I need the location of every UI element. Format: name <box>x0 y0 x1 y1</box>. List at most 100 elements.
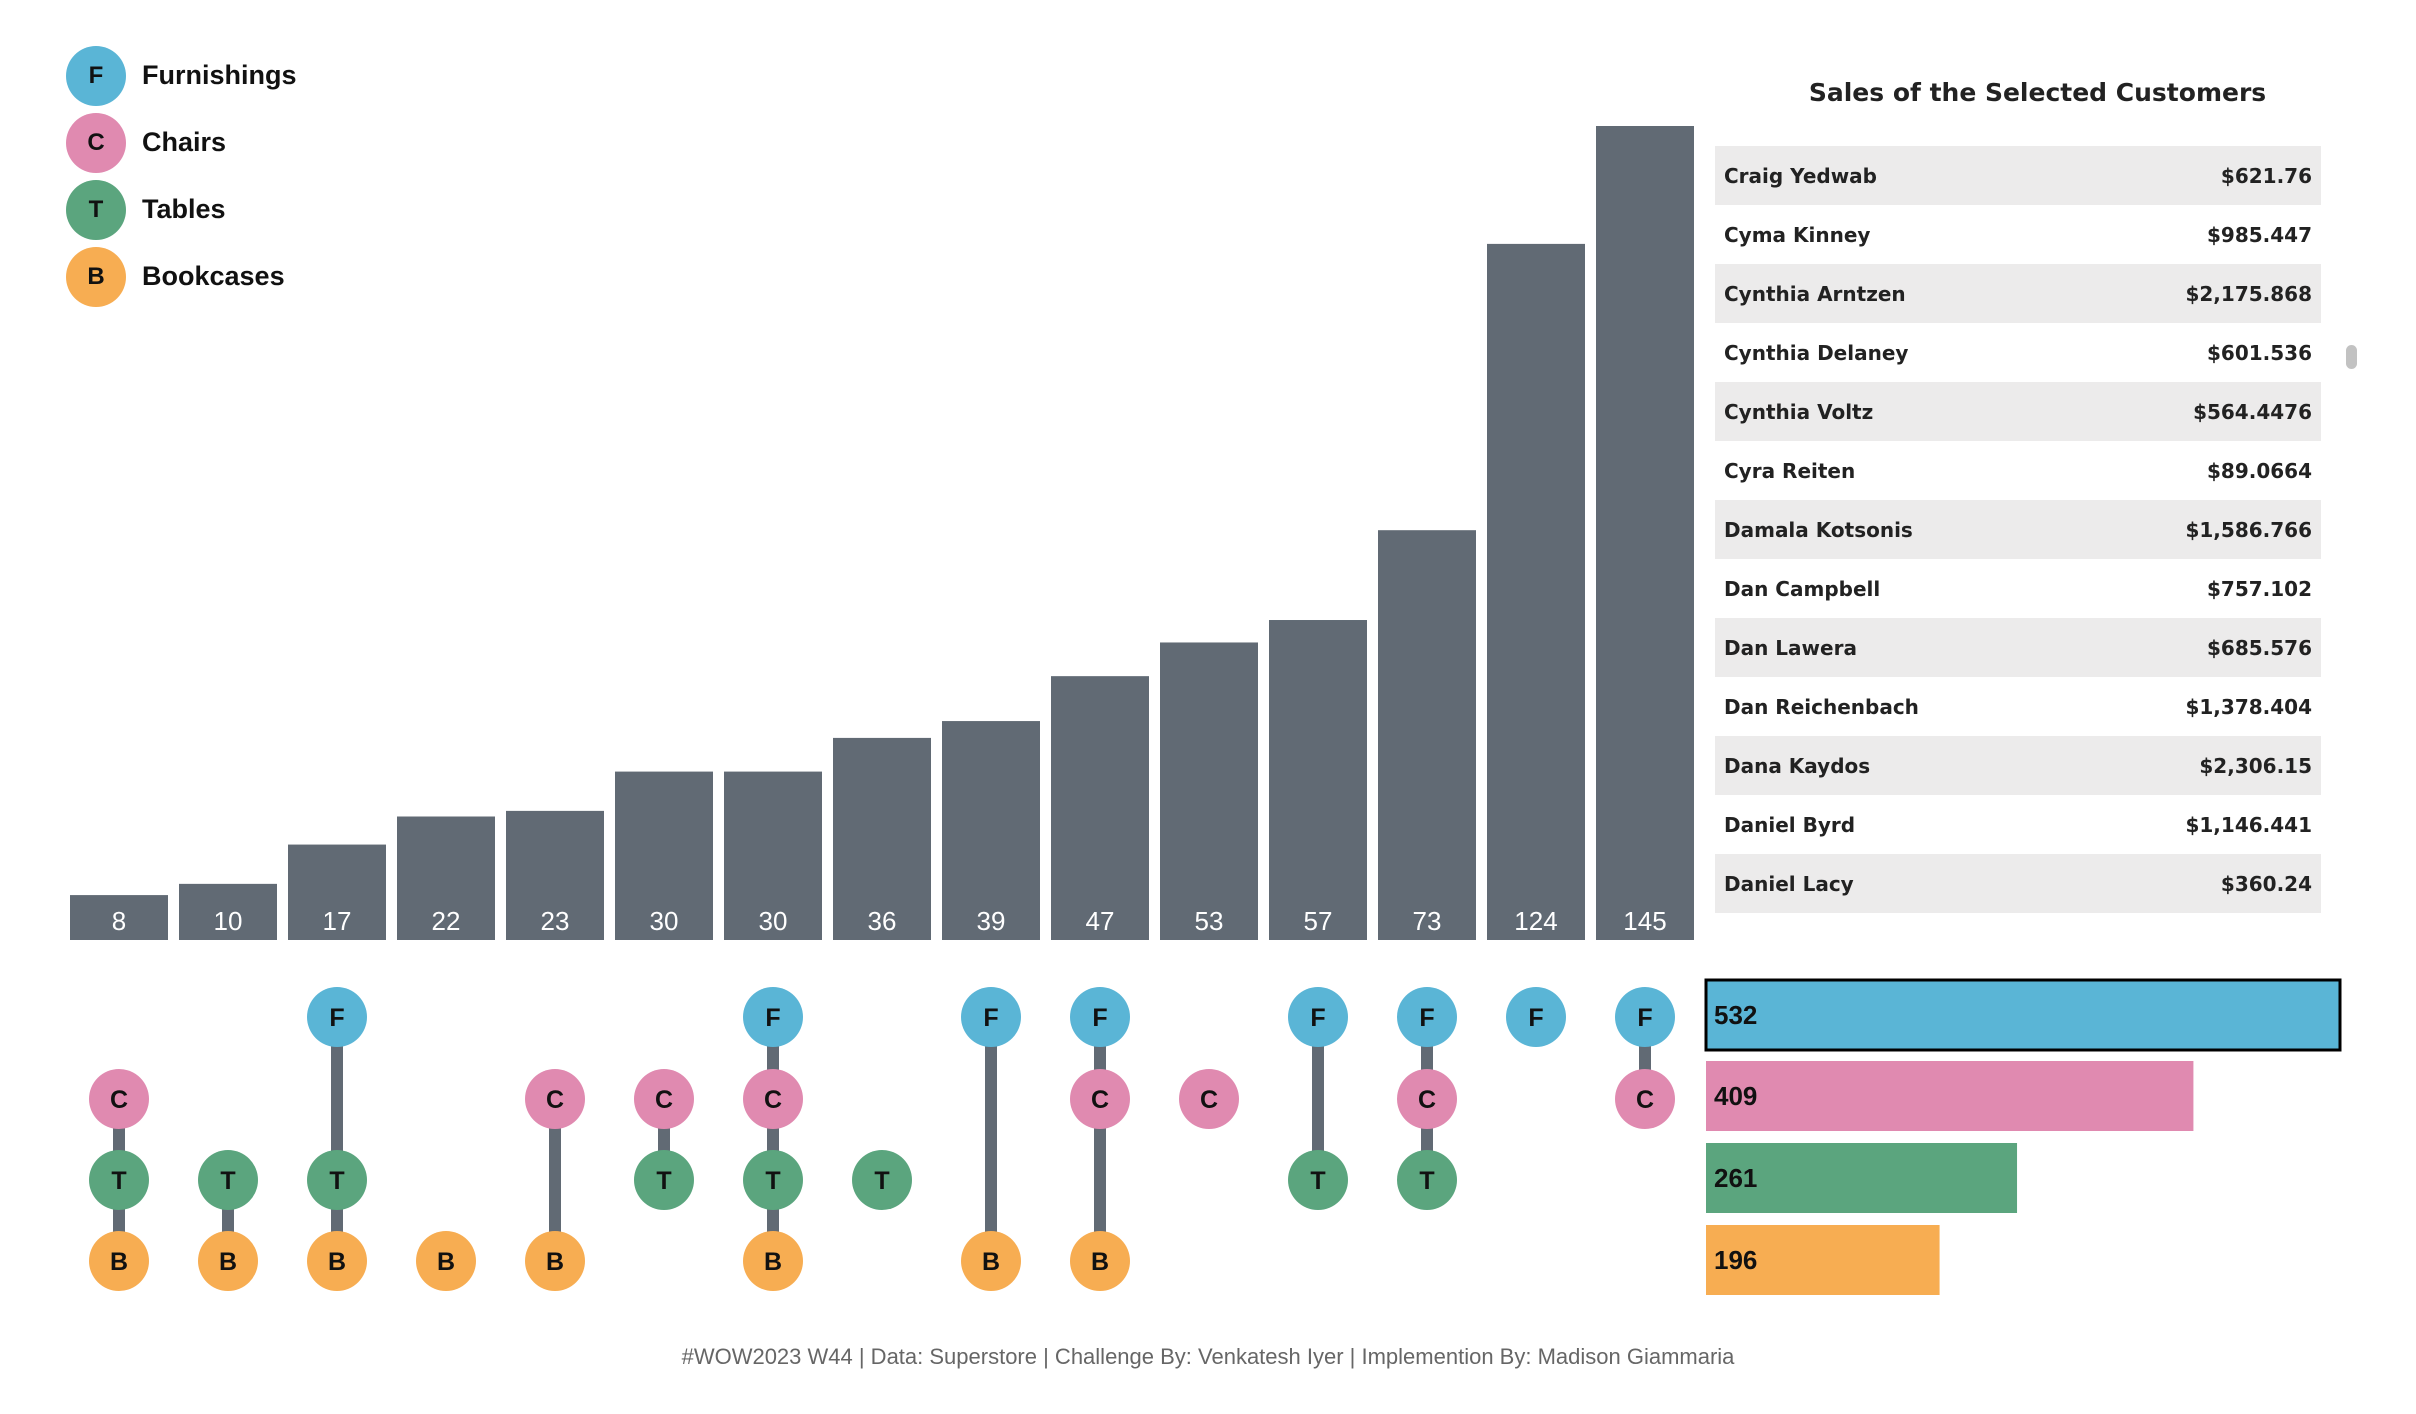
set-dot[interactable] <box>307 987 367 1047</box>
table-row[interactable]: Dan Campbell $757.102 <box>1715 559 2321 618</box>
set-dot[interactable] <box>1288 1150 1348 1210</box>
intersection-bar[interactable] <box>615 771 713 940</box>
bar-value-label: 10 <box>214 906 243 936</box>
intersection-bar[interactable] <box>942 721 1040 940</box>
intersection-bar[interactable] <box>397 816 495 940</box>
legend-label: Furnishings <box>142 60 297 90</box>
set-dot[interactable] <box>1288 987 1348 1047</box>
set-dot[interactable] <box>1615 987 1675 1047</box>
table-row[interactable]: Damala Kotsonis $1,586.766 <box>1715 500 2321 559</box>
set-dot[interactable] <box>634 1150 694 1210</box>
set-dot[interactable] <box>89 1069 149 1129</box>
set-dot-label: T <box>329 1167 344 1195</box>
set-dot-label: C <box>1418 1086 1436 1114</box>
set-dot[interactable] <box>1397 1150 1457 1210</box>
set-size-label: 196 <box>1714 1245 1757 1275</box>
set-dot[interactable] <box>525 1231 585 1291</box>
customer-sales: $621.76 <box>2220 163 2312 188</box>
set-dot-label: B <box>219 1248 237 1276</box>
table-row[interactable]: Dan Lawera $685.576 <box>1715 618 2321 677</box>
intersection-bar[interactable] <box>1051 676 1149 940</box>
set-dot[interactable] <box>743 1150 803 1210</box>
set-dot-label: C <box>546 1086 564 1114</box>
intersection-bar[interactable] <box>1596 126 1694 940</box>
table-row[interactable]: Cyma Kinney $985.447 <box>1715 205 2321 264</box>
intersection-bar[interactable] <box>506 810 604 940</box>
set-dot[interactable] <box>1506 987 1566 1047</box>
table-row[interactable]: Daniel Byrd $1,146.441 <box>1715 795 2321 854</box>
set-dot[interactable] <box>743 987 803 1047</box>
intersection-bar[interactable] <box>724 771 822 940</box>
set-dot[interactable] <box>89 1231 149 1291</box>
set-dot[interactable] <box>198 1150 258 1210</box>
set-size-bar[interactable] <box>1706 1143 2018 1213</box>
intersection-bar[interactable] <box>1487 243 1585 940</box>
table-row[interactable]: Cynthia Arntzen $2,175.868 <box>1715 264 2321 323</box>
set-dot-label: T <box>765 1167 780 1195</box>
table-row[interactable]: Cynthia Delaney $601.536 <box>1715 323 2321 382</box>
sales-table[interactable]: Craig Yedwab $621.76 Cyma Kinney $985.447 Cy… <box>1715 146 2321 933</box>
table-row[interactable]: Dan Reichenbach $1,378.404 <box>1715 677 2321 736</box>
table-scrollbar[interactable] <box>2346 345 2357 369</box>
set-dot[interactable] <box>307 1150 367 1210</box>
set-dot-label: F <box>1419 1004 1434 1032</box>
customer-name: Dan Reichenbach <box>1724 694 1919 719</box>
legend-item[interactable]: F Furnishings <box>66 42 297 109</box>
intersection-bar[interactable] <box>1160 642 1258 940</box>
set-dot[interactable] <box>1615 1069 1675 1129</box>
set-dot[interactable] <box>416 1231 476 1291</box>
table-row[interactable]: Craig Yedwab $621.76 <box>1715 146 2321 205</box>
legend-item[interactable]: T Tables <box>66 176 297 243</box>
set-size-label: 261 <box>1714 1163 1757 1193</box>
intersection-bar[interactable] <box>1269 620 1367 940</box>
intersection-bar[interactable] <box>1378 530 1476 940</box>
table-row[interactable]: Daniel Lacy $360.24 <box>1715 854 2321 913</box>
customer-name: Cynthia Arntzen <box>1724 281 1906 306</box>
set-dot-label: B <box>764 1248 782 1276</box>
customer-name: Cyra Reiten <box>1724 458 1856 483</box>
set-size-label: 409 <box>1714 1081 1757 1111</box>
set-dot[interactable] <box>1070 1231 1130 1291</box>
legend-item[interactable]: B Bookcases <box>66 243 297 310</box>
legend-label: Tables <box>142 194 226 224</box>
intersection-bar[interactable] <box>833 737 931 940</box>
set-dot[interactable] <box>198 1231 258 1291</box>
set-size-bar[interactable] <box>1704 978 2342 1052</box>
set-dot[interactable] <box>1397 987 1457 1047</box>
intersection-bar[interactable] <box>288 844 386 940</box>
customer-sales: $564.4476 <box>2193 399 2312 424</box>
set-dot[interactable] <box>852 1150 912 1210</box>
set-dot[interactable] <box>1179 1069 1239 1129</box>
set-dot-label: C <box>1200 1086 1218 1114</box>
customer-name: Dan Lawera <box>1724 635 1857 660</box>
legend-item[interactable]: C Chairs <box>66 109 297 176</box>
table-row[interactable]: Cyra Reiten $89.0664 <box>1715 441 2321 500</box>
intersection-bar[interactable] <box>70 895 168 940</box>
set-size-bar[interactable] <box>1706 1225 1940 1295</box>
set-dot[interactable] <box>961 1231 1021 1291</box>
set-dot[interactable] <box>307 1231 367 1291</box>
set-size-bar[interactable] <box>1706 1061 2194 1131</box>
set-dot-label: F <box>1637 1004 1652 1032</box>
bar-value-label: 53 <box>1195 906 1224 936</box>
set-dot[interactable] <box>1397 1069 1457 1129</box>
set-dot-label: C <box>1091 1086 1109 1114</box>
table-row[interactable]: Cynthia Voltz $564.4476 <box>1715 382 2321 441</box>
set-dot-label: F <box>983 1004 998 1032</box>
set-dot-label: F <box>765 1004 780 1032</box>
set-dot[interactable] <box>89 1150 149 1210</box>
set-dot-label: T <box>1310 1167 1325 1195</box>
set-dot[interactable] <box>525 1069 585 1129</box>
table-row[interactable]: Dana Kaydos $2,306.15 <box>1715 736 2321 795</box>
set-dot[interactable] <box>743 1069 803 1129</box>
set-dot[interactable] <box>743 1231 803 1291</box>
set-dot-label: F <box>1528 1004 1543 1032</box>
set-dot[interactable] <box>961 987 1021 1047</box>
set-dot[interactable] <box>1070 1069 1130 1129</box>
set-dot[interactable] <box>1070 987 1130 1047</box>
set-dot[interactable] <box>634 1069 694 1129</box>
bar-value-label: 17 <box>323 906 352 936</box>
intersection-bar[interactable] <box>179 883 277 940</box>
customer-name: Cyma Kinney <box>1724 222 1871 247</box>
set-size-label: 532 <box>1714 1000 1757 1030</box>
